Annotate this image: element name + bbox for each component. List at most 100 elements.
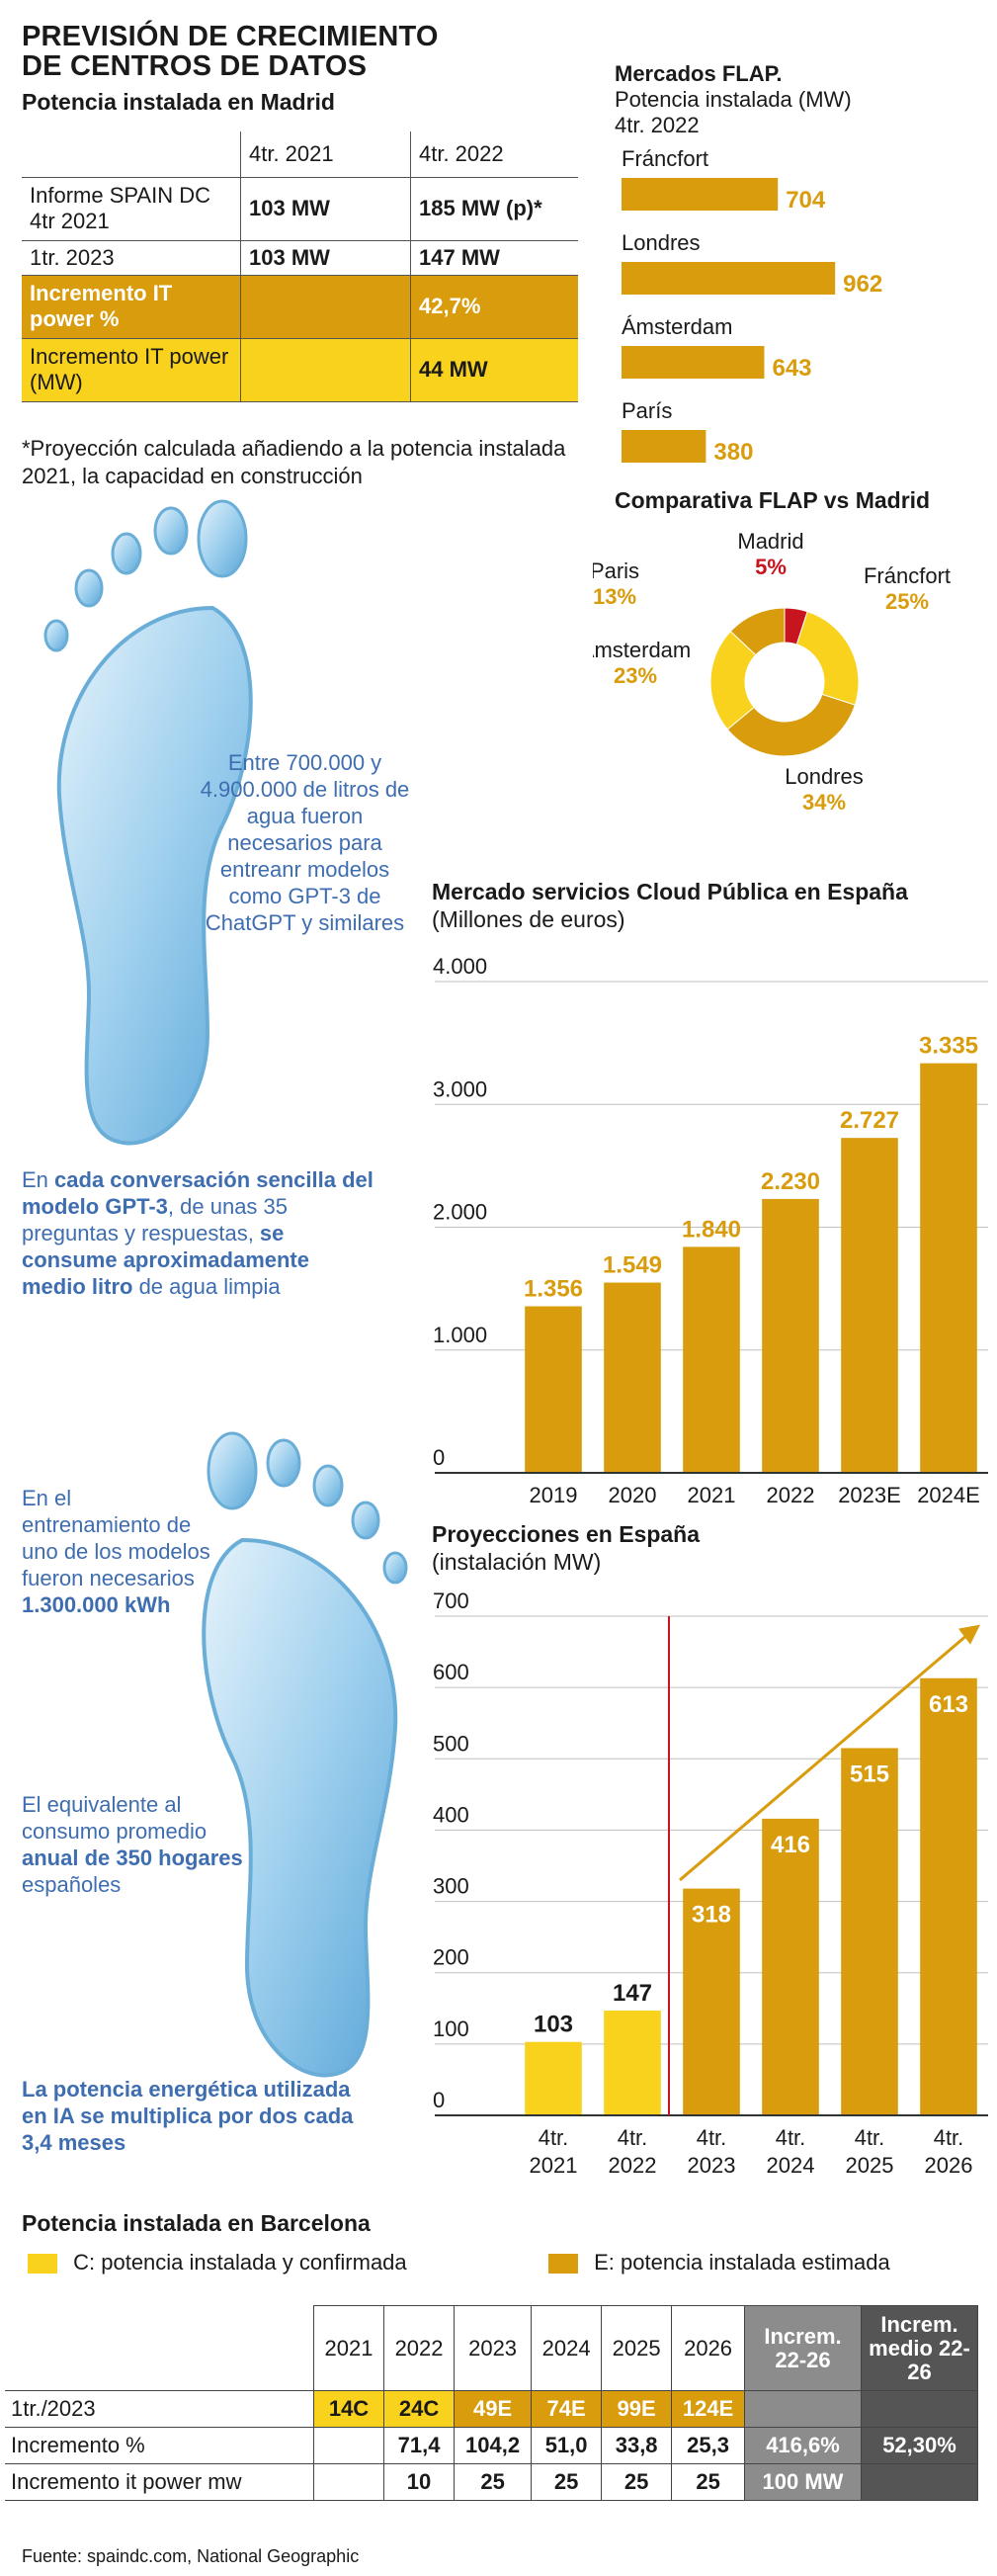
x-tick-label: 4tr. <box>539 2125 569 2150</box>
bar-value-label: 1.549 <box>603 1252 662 1279</box>
col-header: 4tr. 2022 <box>410 131 578 178</box>
cloud-chart-header: Mercado servicios Cloud Pública en Españ… <box>432 878 908 933</box>
bar <box>604 2010 661 2115</box>
donut-category-label: Ámsterdam <box>593 638 691 662</box>
x-tick-label: 2025 <box>846 2153 894 2178</box>
donut-slice <box>709 630 757 730</box>
donut-category-label: Madrid <box>737 529 803 554</box>
flap-category-label: Londres <box>622 230 701 255</box>
flap-value-label: 643 <box>772 355 811 382</box>
bar-value-label: 103 <box>534 2012 573 2038</box>
flap-category-label: París <box>622 398 672 423</box>
donut-value-label: 13% <box>593 584 636 609</box>
bar-value-label: 515 <box>850 1760 889 1787</box>
y-tick-label: 500 <box>433 1731 469 1756</box>
donut-title: Comparativa FLAP vs Madrid <box>615 487 931 513</box>
title-line-1: PREVISIÓN DE CRECIMIENTO <box>22 21 439 52</box>
madrid-table: 4tr. 2021 4tr. 2022 Informe SPAIN DC 4tr… <box>22 131 578 402</box>
flap-bar-chart: Fráncfort 704 Londres 962 Ámsterdam 643 París 3… <box>622 146 882 466</box>
flap-subtitle-2: 4tr. 2022 <box>615 113 700 137</box>
footprint-illustration-1 <box>43 499 253 1146</box>
legend-swatch-gold <box>548 2254 578 2275</box>
toe-icon <box>111 532 142 575</box>
x-tick-label: 2026 <box>925 2153 973 2178</box>
source-note: Fuente: spaindc.com, National Geographic <box>22 2546 360 2566</box>
table-row: 1tr. 2023 103 MW 147 MW <box>22 240 578 276</box>
toe-icon <box>43 619 69 652</box>
toe-icon <box>312 1464 344 1507</box>
foot-icon <box>56 605 253 1146</box>
donut-slice <box>795 611 860 706</box>
flap-bar <box>622 346 765 379</box>
arrow-head-icon <box>958 1624 980 1645</box>
y-tick-label: 300 <box>433 1874 469 1899</box>
y-tick-label: 0 <box>433 2088 445 2112</box>
flap-value-label: 380 <box>713 439 753 466</box>
legend-swatch-yellow <box>28 2254 57 2275</box>
madrid-footnote: *Proyección calculada añadiendo a la pot… <box>22 436 566 488</box>
x-tick-label: 2024E <box>917 1483 980 1507</box>
table-row: Incremento IT power % 42,7% <box>22 275 578 339</box>
toe-icon <box>382 1551 408 1585</box>
x-tick-label: 2022 <box>767 1483 815 1507</box>
bar <box>525 2041 582 2115</box>
col-header: 4tr. 2021 <box>240 131 411 178</box>
flap-category-label: Ámsterdam <box>622 314 732 339</box>
donut-category-label: Fráncfort <box>864 563 951 588</box>
table-header-row: 2021 2022 2023 2024 2025 2026 Increm. 22… <box>5 2305 978 2391</box>
table-row: 1tr./2023 14C 24C 49E 74E 99E 124E <box>5 2390 978 2428</box>
y-tick-label: 2.000 <box>433 1200 487 1225</box>
bar-value-label: 3.335 <box>919 1033 978 1060</box>
bar-value-label: 2.230 <box>761 1168 820 1195</box>
table-row: Incremento % 71,4 104,2 51,0 33,8 25,3 4… <box>5 2427 978 2464</box>
proj-chart-header: Proyecciones en España (instalación MW) <box>432 1520 700 1576</box>
x-tick-label: 4tr. <box>697 2125 727 2150</box>
bar <box>762 1198 819 1473</box>
bar <box>920 1677 977 2115</box>
bar-value-label: 613 <box>929 1691 968 1718</box>
donut-value-label: 34% <box>802 790 846 815</box>
legend-estimated: E: potencia instalada estimada <box>548 2250 890 2275</box>
cloud-chart-title: Mercado servicios Cloud Pública en Españ… <box>432 879 908 904</box>
x-tick-label: 2023E <box>838 1483 901 1507</box>
proj-bar-chart: 0 100 200 300 400 500 600 700 103 4tr. 2021 147 4tr.… <box>433 1589 988 2178</box>
x-tick-label: 4tr. <box>934 2125 964 2150</box>
bar <box>604 1282 661 1473</box>
bar-value-label: 147 <box>613 1980 652 2007</box>
cloud-chart-subtitle: (Millones de euros) <box>432 906 625 932</box>
x-tick-label: 2020 <box>609 1483 657 1507</box>
x-tick-label: 2023 <box>688 2153 736 2178</box>
x-tick-label: 4tr. <box>776 2125 806 2150</box>
toe-icon <box>266 1438 301 1488</box>
energy-text-2: El equivalente al consumo promedio anual… <box>22 1792 243 1897</box>
water-text-2: En cada conversación sencilla del modelo… <box>22 1167 374 1299</box>
y-tick-label: 1.000 <box>433 1323 487 1347</box>
flap-value-label: 962 <box>843 271 882 298</box>
bar-value-label: 1.840 <box>682 1216 741 1243</box>
bar-value-label: 318 <box>692 1902 731 1929</box>
footprint-illustration-2 <box>202 1431 408 2078</box>
x-tick-label: 2024 <box>767 2153 815 2178</box>
barcelona-title: Potencia instalada en Barcelona <box>22 2210 371 2236</box>
y-tick-label: 100 <box>433 2017 469 2041</box>
flap-title: Mercados FLAP. <box>615 61 783 86</box>
toe-icon <box>153 506 189 556</box>
x-tick-label: 4tr. <box>855 2125 885 2150</box>
y-tick-label: 400 <box>433 1802 469 1827</box>
table-row: Informe SPAIN DC 4tr 2021 103 MW 185 MW … <box>22 177 578 241</box>
page-title: PREVISIÓN DE CRECIMIENTO DE CENTROS DE D… <box>22 22 439 81</box>
table-row: Incremento IT power (MW) 44 MW <box>22 338 578 402</box>
y-tick-label: 4.000 <box>433 954 487 979</box>
table-header-row: 4tr. 2021 4tr. 2022 <box>22 131 578 178</box>
legend-confirmed: C: potencia instalada y confirmada <box>28 2250 407 2275</box>
bar <box>683 1888 740 2115</box>
toe-icon <box>197 499 248 578</box>
flap-subtitle-1: Potencia instalada (MW) <box>615 87 852 112</box>
donut-value-label: 5% <box>755 555 787 579</box>
madrid-subtitle: Potencia instalada en Madrid <box>22 89 335 115</box>
y-tick-label: 3.000 <box>433 1076 487 1101</box>
donut-slice <box>726 693 856 757</box>
y-tick-label: 600 <box>433 1660 469 1684</box>
flap-value-label: 704 <box>786 187 826 214</box>
barcelona-table: 2021 2022 2023 2024 2025 2026 Increm. 22… <box>5 2305 978 2501</box>
